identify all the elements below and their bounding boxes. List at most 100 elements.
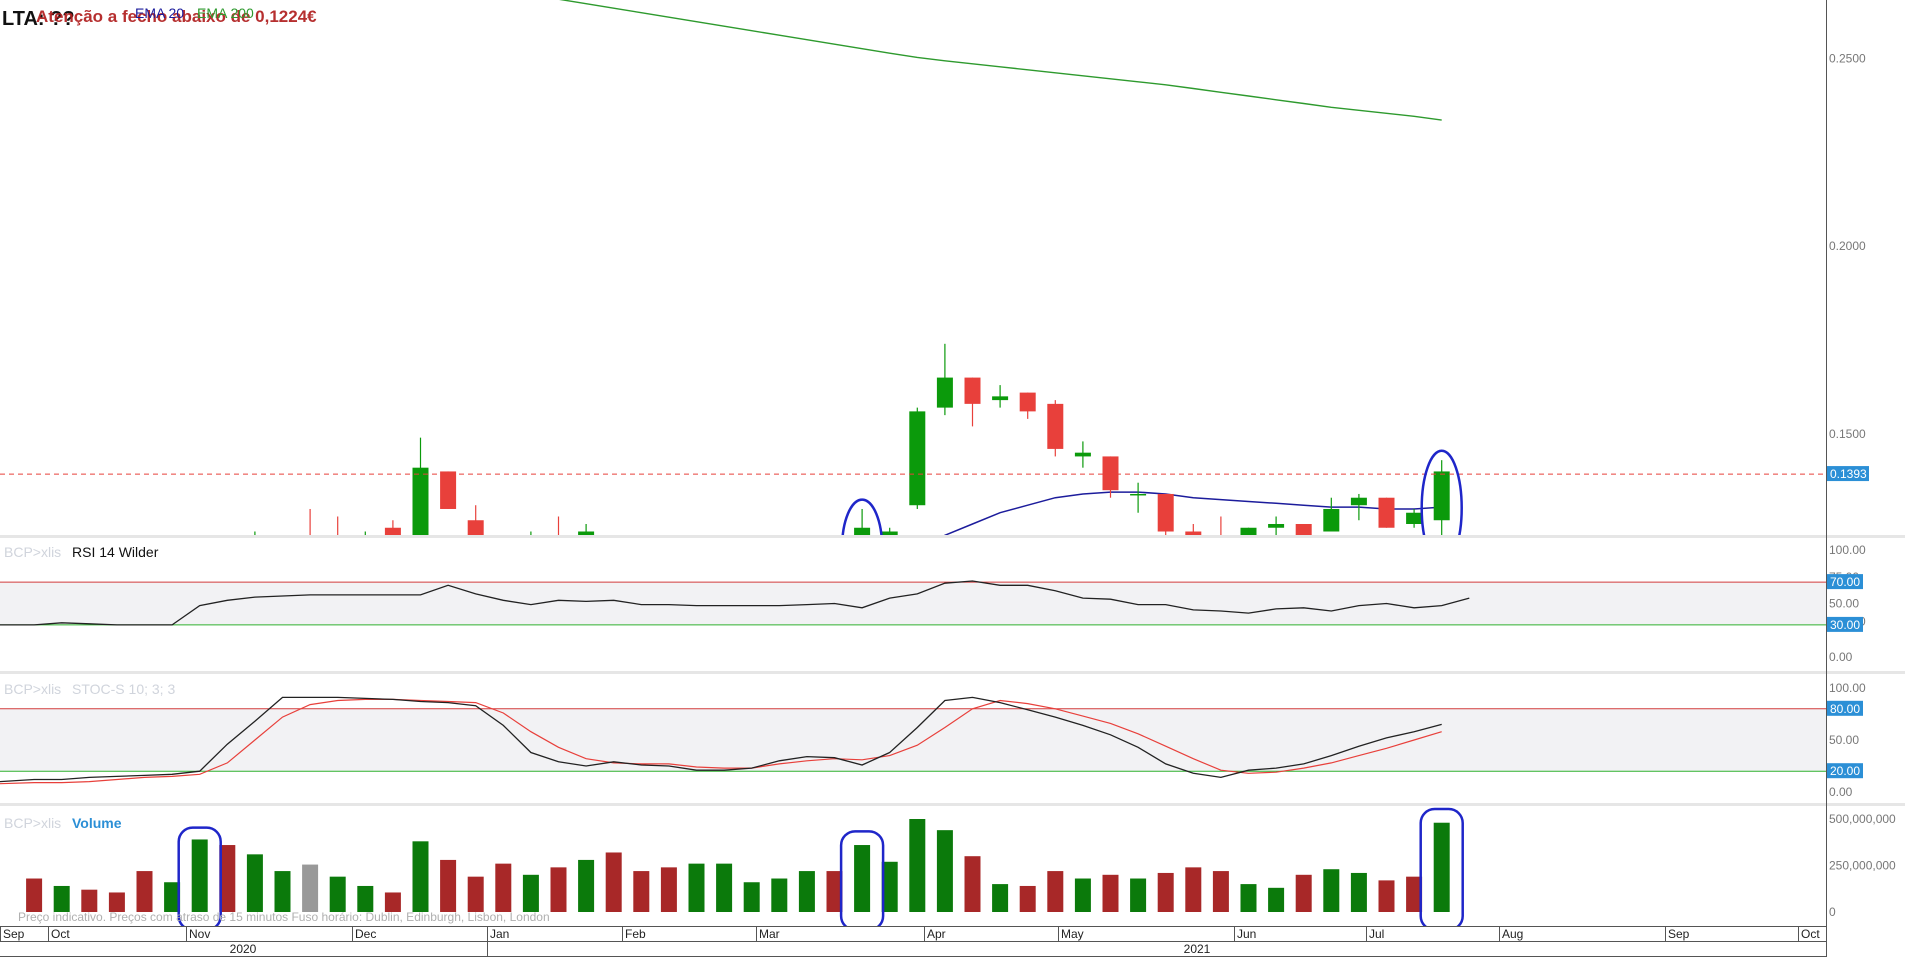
volume-bar <box>108 892 125 912</box>
volume-bar <box>854 845 871 912</box>
ticker-label: LTA: ?? <box>2 8 75 30</box>
year-label: 2020 <box>230 942 257 956</box>
volume-bar <box>440 859 457 912</box>
volume-bar <box>219 845 236 912</box>
stoch-band <box>0 708 1826 772</box>
rsi-band <box>0 582 1826 625</box>
volume-bar <box>274 871 291 912</box>
stoch-tick-label: 0.00 <box>1829 785 1853 799</box>
volume-bar <box>1019 885 1036 912</box>
volume-bar <box>578 859 595 912</box>
volume-bars[interactable] <box>26 819 1450 912</box>
month-label: Sep <box>3 927 25 941</box>
month-labels: Sep Oct Nov Dec Jan Feb Mar Apr May Jun Jul Aug Sep O… <box>0 927 1820 941</box>
alert-annotation: Atenção a fecho abaixo de 0,1224€ <box>36 7 317 26</box>
candle-body <box>1378 497 1395 528</box>
volume-bar <box>384 892 401 912</box>
candle-body <box>1130 493 1147 496</box>
time-axis[interactable]: Sep Oct Nov Dec Jan Feb Mar Apr May Jun Jul Aug Sep O… <box>0 926 1826 957</box>
volume-bar <box>992 884 1009 912</box>
stoch-k-line <box>0 696 1442 783</box>
month-label: Jun <box>1237 927 1256 941</box>
volume-bar <box>81 889 98 912</box>
volume-bar <box>302 864 319 912</box>
volume-bar <box>329 876 346 912</box>
volume-bar <box>1130 878 1147 912</box>
pane-separator[interactable] <box>0 803 1905 806</box>
month-label: Dec <box>355 927 376 941</box>
rsi-tick-label: 0.00 <box>1829 650 1853 664</box>
candle-body <box>992 396 1009 401</box>
volume-bar <box>1157 872 1174 912</box>
volume-pane[interactable]: BCP>xlis Volume Preço indicativo. Preços… <box>0 806 1826 932</box>
rsi-tick-label: 100.00 <box>1829 543 1866 557</box>
candle-body <box>412 467 429 536</box>
ema200-group <box>559 0 1442 121</box>
candle-body <box>936 377 953 408</box>
volume-bar <box>1047 871 1064 912</box>
volume-bar <box>826 871 843 912</box>
volume-bar <box>1268 887 1285 912</box>
candle-body <box>1406 512 1423 524</box>
volume-bar <box>1212 871 1229 912</box>
rsi-pane[interactable]: BCP>xlis RSI 14 Wilder <box>0 537 1826 672</box>
candle-body <box>1157 493 1174 532</box>
pane-separator[interactable] <box>0 535 1905 538</box>
price-pane[interactable]: LTA: ?? Atenção a fecho abaixo de 0,1224… <box>0 0 1826 734</box>
stoch-level-badge <box>1827 700 1863 716</box>
volume-bar <box>605 852 622 912</box>
stoch-tick-label: 50.00 <box>1829 733 1859 747</box>
volume-bar <box>495 863 512 912</box>
volume-tick-label: 500,000,000 <box>1829 812 1896 826</box>
current-price-label: 0.1393 <box>1830 467 1867 481</box>
candle-body <box>1350 497 1367 506</box>
volume-bar <box>1074 878 1091 912</box>
month-label: Feb <box>625 927 646 941</box>
candle-body <box>1019 392 1036 412</box>
stoch-level-badge <box>1827 763 1863 779</box>
rsi-watermark: BCP>xlis <box>4 544 61 560</box>
month-label: Jan <box>490 927 509 941</box>
volume-title: Volume <box>72 815 122 831</box>
candle-body <box>1102 456 1119 491</box>
volume-bar <box>191 839 208 912</box>
volume-bar <box>1185 867 1202 912</box>
rsi-line <box>0 580 1470 626</box>
volume-bar <box>1240 884 1257 912</box>
pane-separator[interactable] <box>0 671 1905 674</box>
volume-bar <box>716 863 733 912</box>
volume-bar <box>26 878 43 912</box>
candle-body <box>1433 471 1450 521</box>
volume-bar <box>936 830 953 912</box>
volume-bar <box>357 885 374 912</box>
volume-bar <box>743 882 760 912</box>
volume-bar <box>909 819 926 912</box>
volume-bar <box>164 882 181 912</box>
price-tick-label: 0.1500 <box>1829 427 1866 441</box>
right-axis: 0.25000.20000.15000.10000.1393100.0075.0… <box>1827 52 1896 919</box>
current-price-badge <box>1827 466 1869 482</box>
rsi-level-label: 30.00 <box>1830 618 1860 632</box>
volume-bar <box>1378 880 1395 912</box>
disclaimer: Preço indicativo. Preços com atraso de 1… <box>18 910 550 924</box>
volume-tick-label: 250,000,000 <box>1829 859 1896 873</box>
candle-body <box>440 471 457 509</box>
rsi-level-label: 70.00 <box>1830 575 1860 589</box>
volume-bar <box>1350 872 1367 912</box>
volume-bar <box>1102 874 1119 912</box>
volume-bar <box>798 871 815 912</box>
volume-bar <box>964 856 981 912</box>
volume-bar <box>1433 822 1450 912</box>
stoch-title: STOC-S 10; 3; 3 <box>72 681 175 697</box>
month-label: Oct <box>1801 927 1820 941</box>
volume-bar <box>53 885 70 912</box>
volume-bar <box>688 863 705 912</box>
stoch-watermark: BCP>xlis <box>4 681 61 697</box>
stoch-pane[interactable]: BCP>xlis STOC-S 10; 3; 3 <box>0 674 1826 804</box>
candle-body <box>909 411 926 506</box>
volume-bar <box>522 874 539 912</box>
volume-watermark: BCP>xlis <box>4 815 61 831</box>
price-tick-label: 0.2000 <box>1829 239 1866 253</box>
stoch-level-label: 20.00 <box>1830 764 1860 778</box>
